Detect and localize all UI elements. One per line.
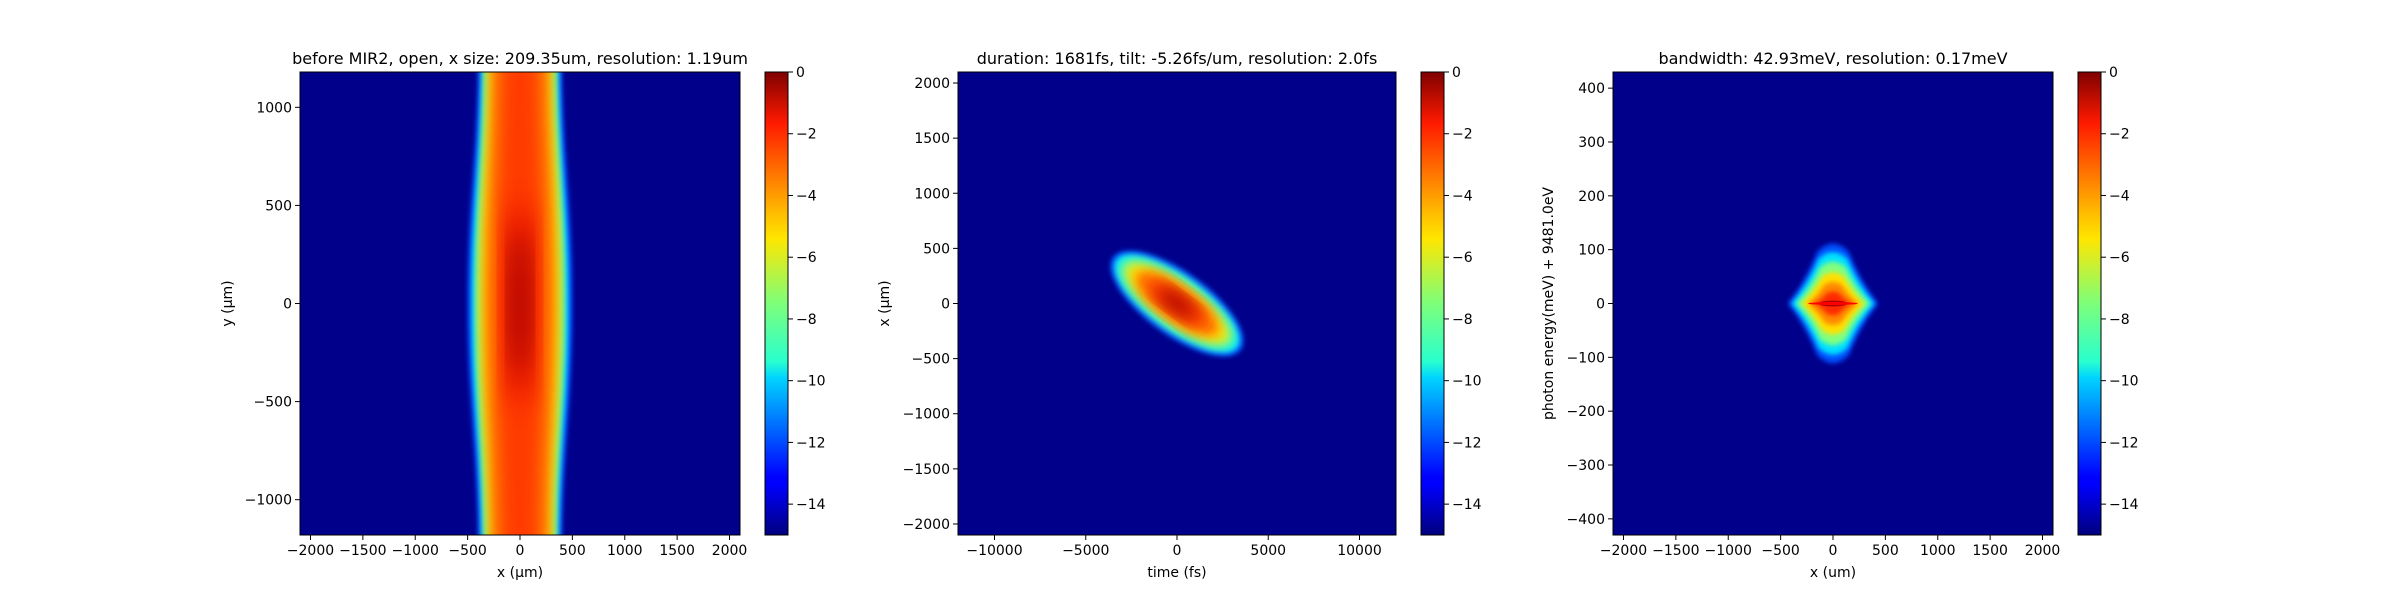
y-tick-label: −1000 bbox=[903, 407, 950, 423]
colorbar-tick-label: −8 bbox=[796, 312, 817, 328]
colorbar-tick-label: −8 bbox=[1452, 312, 1473, 328]
y-tick-label: −400 bbox=[1567, 512, 1605, 528]
heatmap-field bbox=[467, 72, 573, 535]
x-tick-label: −1000 bbox=[1705, 543, 1752, 559]
x-tick-label: −1000 bbox=[392, 543, 439, 559]
colorbar-tick-label: −10 bbox=[2109, 374, 2139, 390]
ellipse-layer-peak bbox=[1158, 289, 1196, 318]
y-tick-label: −2000 bbox=[903, 517, 950, 533]
x-tick-label: 1000 bbox=[1920, 543, 1956, 559]
x-axis-label: x (μm) bbox=[497, 565, 543, 581]
x-tick-label: −500 bbox=[448, 543, 486, 559]
x-tick-label: 0 bbox=[516, 543, 525, 559]
x-tick-label: −2000 bbox=[287, 543, 334, 559]
y-tick-label: 1000 bbox=[256, 100, 292, 116]
colorbar-tick-label: −4 bbox=[1452, 188, 1473, 204]
y-tick-label: 500 bbox=[923, 241, 950, 257]
colorbar-tick-label: 0 bbox=[1452, 65, 1461, 81]
x-tick-label: −5000 bbox=[1062, 543, 1109, 559]
x-tick-label: −500 bbox=[1761, 543, 1799, 559]
x-tick-label: −1500 bbox=[339, 543, 386, 559]
colorbar-tick-label: −2 bbox=[1452, 127, 1473, 143]
x-tick-label: 2000 bbox=[2025, 543, 2061, 559]
chart-panel-3: −2000 −1500 −1000 −500 0 500 1000 1500 2000−400−… bbox=[1541, 49, 2139, 581]
x-tick-label: 500 bbox=[1872, 543, 1899, 559]
y-axis-label: y (μm) bbox=[220, 280, 236, 326]
chart-panel-2: −10000 −5000 0 5000 10000−2000−1500−1000−500… bbox=[877, 49, 1482, 581]
chart-title: duration: 1681fs, tilt: -5.26fs/um, reso… bbox=[977, 49, 1378, 68]
x-tick-label: 1500 bbox=[659, 543, 695, 559]
colorbar-tick-label: −4 bbox=[2109, 188, 2130, 204]
y-tick-label: 0 bbox=[1596, 297, 1605, 313]
y-tick-label: −300 bbox=[1567, 458, 1605, 474]
x-axis-label: time (fs) bbox=[1147, 565, 1206, 581]
y-tick-label: 1000 bbox=[914, 186, 950, 202]
y-tick-label: 300 bbox=[1578, 135, 1605, 151]
y-tick-label: 0 bbox=[941, 297, 950, 313]
chart-title: bandwidth: 42.93meV, resolution: 0.17meV bbox=[1658, 49, 2007, 68]
colorbar-tick-label: −8 bbox=[2109, 312, 2130, 328]
y-tick-label: −500 bbox=[254, 395, 292, 411]
y-tick-label: −1000 bbox=[245, 493, 292, 509]
colorbar-tick-label: −14 bbox=[1452, 497, 1482, 513]
x-tick-label: −10000 bbox=[966, 543, 1022, 559]
chart-panel-1: −2000 −1500 −1000 −500 0 500 1000 1500 2000−1000… bbox=[220, 49, 826, 581]
chart-title: before MIR2, open, x size: 209.35um, res… bbox=[292, 49, 748, 68]
colorbar-tick-label: −14 bbox=[796, 497, 826, 513]
colorbar-tick-label: −12 bbox=[1452, 435, 1482, 451]
colorbar-tick-label: 0 bbox=[796, 65, 805, 81]
y-axis-label: x (μm) bbox=[877, 280, 893, 326]
colorbar bbox=[2077, 71, 2102, 536]
colorbar-tick-label: −6 bbox=[796, 250, 817, 266]
colorbar-tick-label: −4 bbox=[796, 188, 817, 204]
y-tick-label: 400 bbox=[1578, 81, 1605, 97]
band-core-peak bbox=[512, 229, 528, 378]
y-tick-label: −200 bbox=[1567, 404, 1605, 420]
x-axis-label: x (um) bbox=[1810, 565, 1856, 581]
colorbar-tick-label: −10 bbox=[796, 374, 826, 390]
colorbar-tick-label: −2 bbox=[2109, 127, 2130, 143]
colorbar bbox=[1420, 71, 1445, 536]
bowtie-peak-line-faint bbox=[1808, 302, 1858, 305]
y-tick-label: 500 bbox=[265, 198, 292, 214]
x-tick-label: 1500 bbox=[1972, 543, 2008, 559]
x-tick-label: 10000 bbox=[1337, 543, 1382, 559]
heatmap-field bbox=[1110, 250, 1244, 357]
colorbar-tick-label: −6 bbox=[2109, 250, 2130, 266]
colorbar-tick-label: 0 bbox=[2109, 65, 2118, 81]
y-tick-label: −1500 bbox=[903, 462, 950, 478]
y-tick-label: −100 bbox=[1567, 350, 1605, 366]
colorbar bbox=[764, 71, 789, 536]
y-tick-label: 200 bbox=[1578, 189, 1605, 205]
x-tick-label: 0 bbox=[1829, 543, 1838, 559]
x-tick-label: −1500 bbox=[1652, 543, 1699, 559]
colorbar-tick-label: −12 bbox=[796, 435, 826, 451]
tilted-ellipse-group bbox=[1110, 250, 1244, 357]
x-tick-label: 5000 bbox=[1250, 543, 1286, 559]
y-tick-label: 1500 bbox=[914, 131, 950, 147]
colorbar-tick-label: −10 bbox=[1452, 374, 1482, 390]
y-tick-label: 100 bbox=[1578, 243, 1605, 259]
heatmap-field bbox=[1787, 243, 1879, 364]
y-tick-label: 2000 bbox=[914, 76, 950, 92]
colorbar-tick-label: −2 bbox=[796, 127, 817, 143]
y-tick-label: 0 bbox=[283, 297, 292, 313]
x-tick-label: −2000 bbox=[1600, 543, 1647, 559]
colorbar-tick-label: −14 bbox=[2109, 497, 2139, 513]
colorbar-tick-label: −6 bbox=[1452, 250, 1473, 266]
y-axis-label: photon energy(meV) + 9481.0eV bbox=[1541, 187, 1557, 420]
y-tick-label: −500 bbox=[912, 352, 950, 368]
x-tick-label: 2000 bbox=[712, 543, 748, 559]
colorbar-tick-label: −12 bbox=[2109, 435, 2139, 451]
x-tick-label: 0 bbox=[1173, 543, 1182, 559]
x-tick-label: 500 bbox=[559, 543, 586, 559]
x-tick-label: 1000 bbox=[607, 543, 643, 559]
